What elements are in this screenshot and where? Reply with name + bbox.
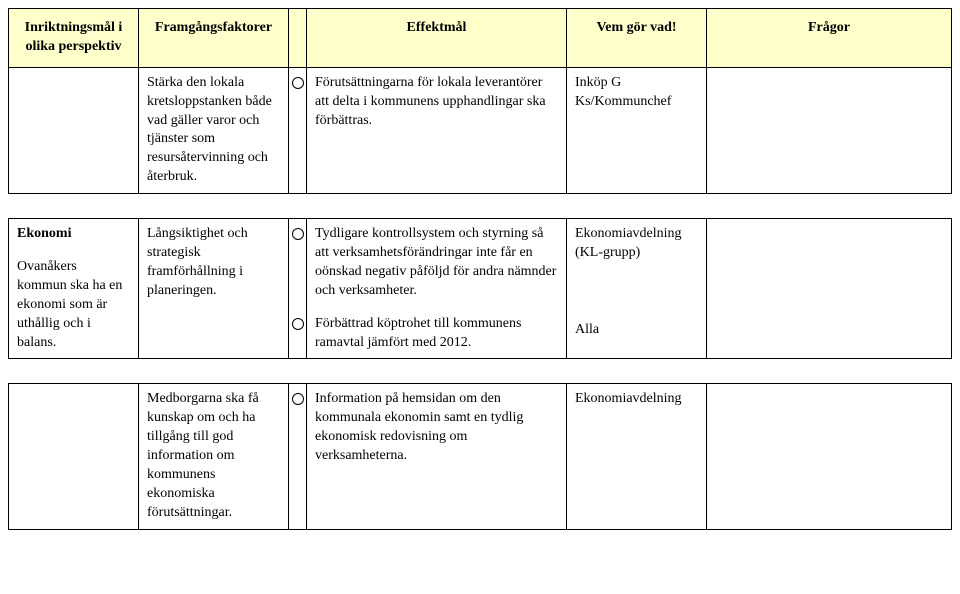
header-framgangsfaktorer: Framgångsfaktorer [139, 9, 289, 68]
header-row: Inriktningsmål i olika perspektiv Framgå… [9, 9, 952, 68]
inrikt-title: Ekonomi [17, 225, 130, 244]
cell-effekt: Tydligare kontrollsystem och styrning så… [307, 219, 567, 359]
effekt-text: Förbättrad köptrohet till kommunens rama… [315, 315, 558, 353]
header-effektmal: Effektmål [307, 9, 567, 68]
header-fragor: Frågor [707, 9, 952, 68]
vem-text: Ekonomiavdelning (KL-grupp) [575, 225, 698, 263]
table-row: Medborgarna ska få kunskap om och ha til… [9, 384, 952, 529]
circle-icon [292, 393, 304, 405]
circle-icon [292, 228, 304, 240]
header-inriktningsmal: Inriktningsmål i olika perspektiv [9, 9, 139, 68]
cell-vem: Inköp G Ks/Kommunchef [567, 67, 707, 193]
cell-effekt: Förutsättningarna för lokala leverantöre… [307, 67, 567, 193]
effekt-text: Tydligare kontrollsystem och styrning så… [315, 225, 558, 301]
inrikt-body: Ovanåkers kommun ska ha en ekonomi som ä… [17, 258, 130, 352]
cell-framg: Stärka den lokala kretsloppstanken både … [139, 67, 289, 193]
cell-marker [289, 219, 307, 359]
cell-vem: Ekonomiavdelning [567, 384, 707, 529]
cell-fragor [707, 67, 952, 193]
table-row: Stärka den lokala kretsloppstanken både … [9, 67, 952, 193]
cell-vem: Ekonomiavdelning (KL-grupp) Alla [567, 219, 707, 359]
spacer-row [9, 359, 952, 384]
goals-table: Inriktningsmål i olika perspektiv Framgå… [8, 8, 952, 530]
cell-effekt: Information på hemsidan om den kommunala… [307, 384, 567, 529]
header-mark [289, 9, 307, 68]
cell-marker [289, 67, 307, 193]
cell-marker [289, 384, 307, 529]
cell-fragor [707, 384, 952, 529]
circle-icon [292, 77, 304, 89]
table-row: Ekonomi Ovanåkers kommun ska ha en ekono… [9, 219, 952, 359]
cell-inrikt [9, 67, 139, 193]
vem-line: Ks/Kommunchef [575, 93, 698, 112]
cell-framg: Långsiktighet och strategisk framförhåll… [139, 219, 289, 359]
cell-fragor [707, 219, 952, 359]
vem-text: Alla [575, 321, 698, 340]
cell-inrikt: Ekonomi Ovanåkers kommun ska ha en ekono… [9, 219, 139, 359]
cell-framg: Medborgarna ska få kunskap om och ha til… [139, 384, 289, 529]
cell-inrikt [9, 384, 139, 529]
circle-icon [292, 318, 304, 330]
spacer-row [9, 194, 952, 219]
header-vem-gor-vad: Vem gör vad! [567, 9, 707, 68]
vem-line: Inköp G [575, 74, 698, 93]
